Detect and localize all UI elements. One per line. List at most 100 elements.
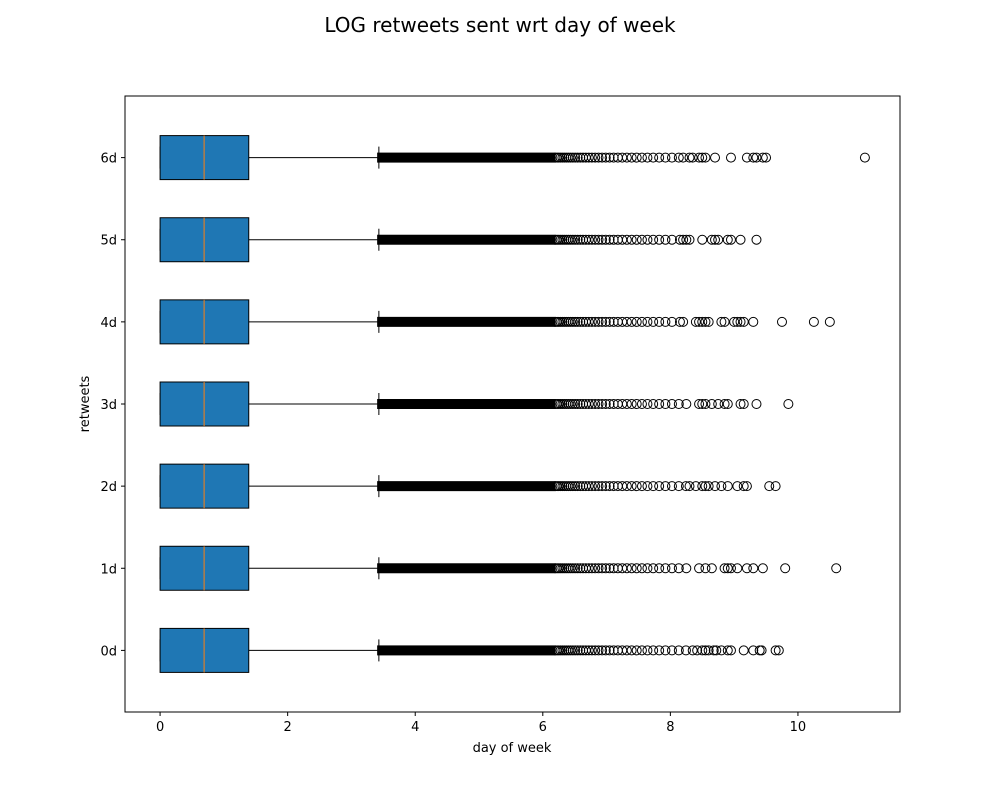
y-tick-label: 6d [100,152,117,167]
outlier-point [586,152,597,163]
outlier-point [597,645,608,656]
outlier-point [660,152,671,163]
outlier-point [636,645,647,656]
outlier-point [713,234,724,245]
outlier-point [713,399,724,409]
outlier-point [748,563,759,574]
outlier-point [586,645,597,656]
outlier-point [636,563,647,574]
outlier-point [567,316,578,327]
outlier-point [700,563,711,574]
outlier-point [648,399,659,409]
outlier-point [660,645,671,656]
outlier-point [703,481,714,492]
outlier-point [590,316,601,327]
outlier-point [722,399,733,409]
outlier-point [567,234,578,245]
outlier-point [654,234,665,245]
outlier-point [604,234,615,245]
outlier-point [666,399,677,409]
box-group-0d [159,627,784,673]
outlier-point [593,234,604,245]
outlier-band-solid [377,152,556,163]
outlier-point [631,234,642,245]
outlier-point [706,563,717,574]
box-group-1d [159,545,842,591]
outlier-point [626,152,637,163]
outlier-point [648,563,659,574]
outlier-point [780,563,791,574]
outlier-point [697,152,708,163]
outlier-point [711,645,722,656]
outlier-point [621,481,632,492]
outlier-point [583,234,594,245]
outlier-point [725,152,736,163]
outlier-point [565,316,576,327]
outlier-point [567,645,578,656]
outlier-point [597,399,608,409]
outlier-point [586,399,597,409]
outlier-point [621,234,632,245]
outlier-point [631,152,642,163]
outlier-point [567,563,578,574]
outlier-point [722,645,733,656]
outlier-point [666,152,677,163]
outlier-point [565,399,576,409]
outlier-point [586,563,597,574]
outlier-point [636,481,647,492]
outlier-point [600,234,611,245]
outlier-point [642,481,653,492]
box-group-2d [159,463,781,509]
box-group-5d [159,217,762,263]
outlier-point [741,481,752,492]
outlier-point [831,563,842,574]
outlier-band [377,234,677,245]
outlier-point [597,234,608,245]
outlier-point [770,645,781,656]
outlier-point [738,399,749,409]
outlier-point [600,481,611,492]
outlier-point [565,563,576,574]
outlier-point [604,316,615,327]
outlier-point [660,481,671,492]
outlier-point [673,645,684,656]
outlier-point [697,399,708,409]
outlier-point [590,152,601,163]
outlier-point [626,316,637,327]
outlier-band-solid [377,234,556,245]
outlier-point [593,152,604,163]
outlier-point [754,645,765,656]
outlier-point [572,234,583,245]
outlier-point [697,316,708,327]
outlier-point [572,399,583,409]
outlier-point [674,234,685,245]
outlier-point [666,645,677,656]
outlier-band [377,563,684,574]
outlier-point [642,399,653,409]
outlier-point [597,316,608,327]
x-axis-label: day of week [473,741,552,756]
outlier-point [621,399,632,409]
outlier-point [600,316,611,327]
outlier-point [751,399,762,409]
outlier-point [673,399,684,409]
outlier-point [697,481,708,492]
outlier-point [729,316,740,327]
outlier-point [570,234,581,245]
y-axis-label: retweets [78,375,93,432]
outlier-point [722,563,733,574]
outlier-point [621,152,632,163]
outlier-point [783,399,794,409]
outlier-point [654,481,665,492]
outlier-point [621,316,632,327]
outlier-point [600,645,611,656]
outlier-point [586,481,597,492]
outlier-point [684,481,695,492]
outlier-point [572,316,583,327]
outlier-point [716,481,727,492]
outlier-point [722,234,733,245]
outlier-point [824,316,835,327]
outlier-point [708,645,719,656]
y-axis: 0d 1d 2d 3d 4d 5d 6d [100,152,125,659]
outlier-point [756,645,767,656]
